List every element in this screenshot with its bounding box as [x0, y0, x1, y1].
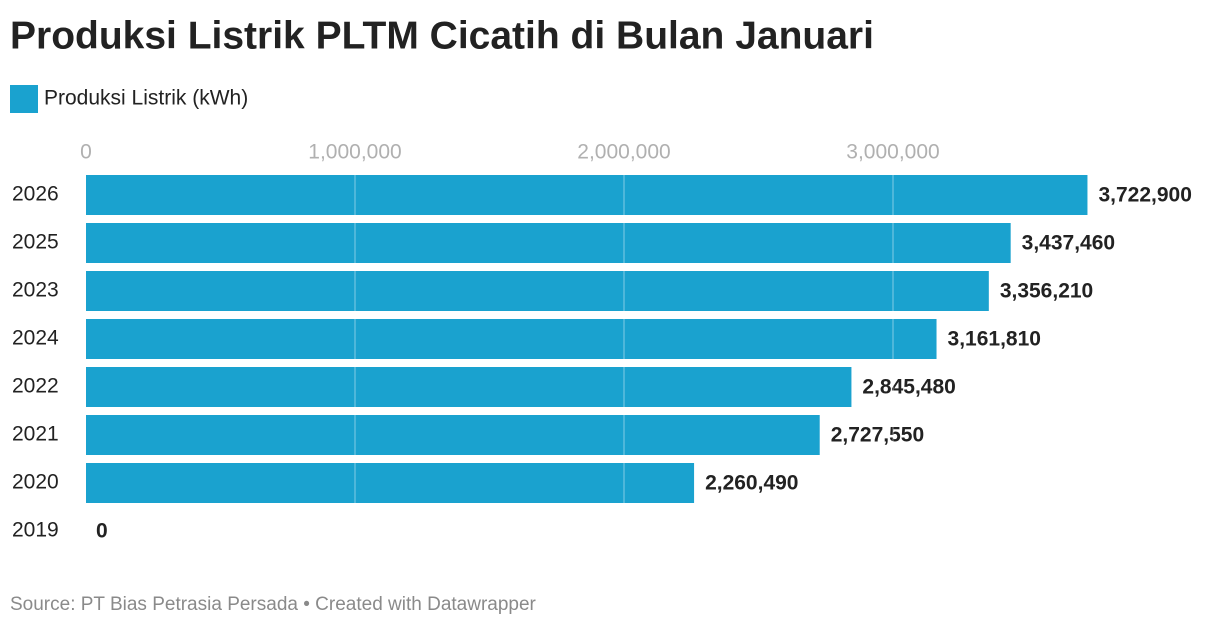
value-label: 0	[96, 520, 108, 543]
value-label: 2,845,480	[862, 376, 955, 399]
chart-title: Produksi Listrik PLTM Cicatih di Bulan J…	[10, 14, 874, 57]
y-tick-label: 2022	[12, 375, 59, 398]
y-tick-label: 2026	[12, 183, 59, 206]
value-label: 3,356,210	[1000, 280, 1093, 303]
legend-swatch	[10, 85, 38, 113]
value-label: 3,437,460	[1022, 232, 1115, 255]
legend-label: Produksi Listrik (kWh)	[44, 87, 248, 110]
bar	[86, 367, 852, 407]
bar	[86, 271, 989, 311]
bar	[86, 223, 1011, 263]
bar	[86, 319, 937, 359]
value-label: 3,722,900	[1098, 184, 1191, 207]
value-label: 2,727,550	[831, 424, 924, 447]
value-label: 2,260,490	[705, 472, 798, 495]
value-label: 3,161,810	[948, 328, 1041, 351]
y-tick-label: 2020	[12, 471, 59, 494]
y-tick-label: 2019	[12, 519, 59, 542]
bar	[86, 175, 1088, 215]
source-note: Source: PT Bias Petrasia Persada • Creat…	[10, 594, 537, 615]
x-tick-label: 0	[80, 141, 92, 164]
bar	[86, 415, 820, 455]
y-tick-label: 2025	[12, 231, 59, 254]
bar	[86, 463, 695, 503]
y-tick-label: 2021	[12, 423, 59, 446]
y-tick-label: 2024	[12, 327, 59, 350]
x-tick-label: 2,000,000	[577, 141, 670, 164]
x-tick-label: 3,000,000	[846, 141, 939, 164]
y-tick-label: 2023	[12, 279, 59, 302]
x-tick-label: 1,000,000	[308, 141, 401, 164]
